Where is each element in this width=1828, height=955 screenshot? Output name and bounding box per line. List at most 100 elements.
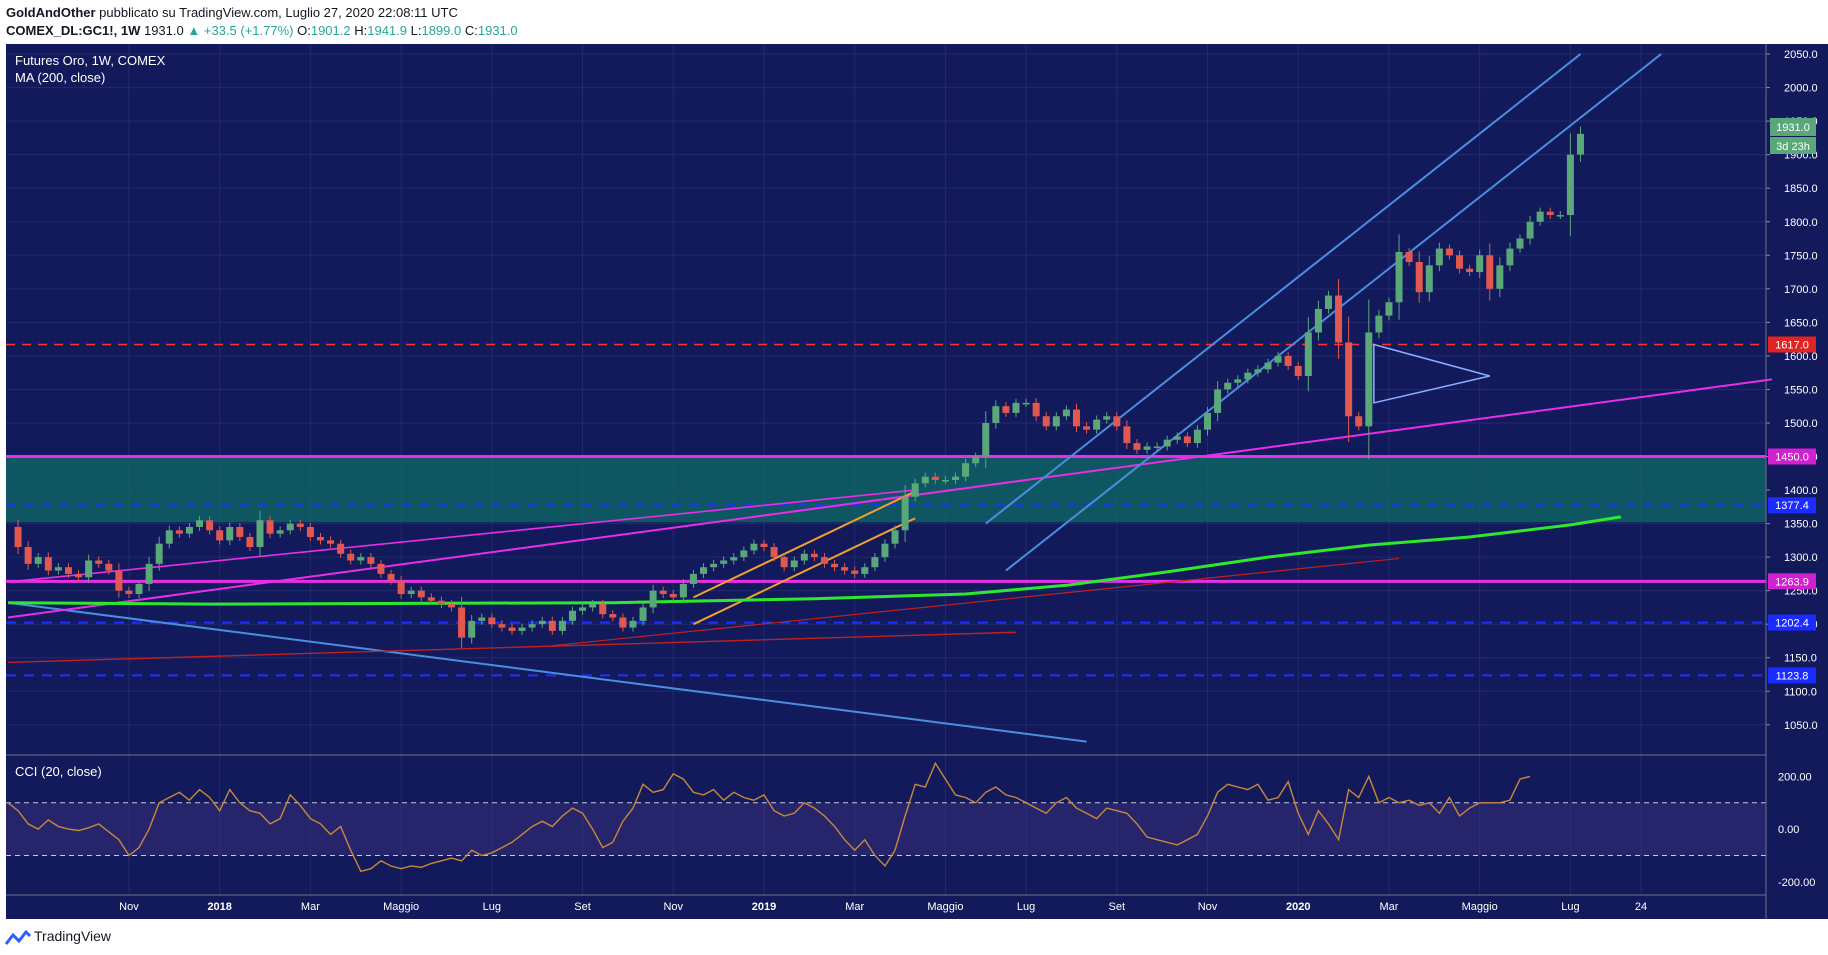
- level-label: 1450.0: [1775, 452, 1809, 464]
- price-tick-label: 1100.0: [1784, 686, 1817, 698]
- candle-body: [1052, 416, 1060, 427]
- candle-body: [1536, 211, 1544, 222]
- candle-body: [1385, 302, 1393, 316]
- candle-body: [1516, 238, 1524, 249]
- candle-body: [931, 476, 939, 480]
- candle-body: [316, 537, 324, 541]
- cci-band: [6, 802, 1766, 856]
- candle-body: [1143, 446, 1151, 450]
- candle-body: [1486, 255, 1494, 289]
- price-tick-label: 1700.0: [1784, 284, 1818, 296]
- level-labels: 1617.0 1450.0 1377.4 1263.9 1202.4 1123.8: [1768, 336, 1816, 684]
- price-tick-label: 1350.0: [1784, 519, 1818, 531]
- price-chart[interactable]: Futures Oro, 1W, COMEX MA (200, close) C…: [0, 0, 1828, 920]
- candle-body: [518, 627, 526, 631]
- candle-body: [488, 617, 496, 625]
- horizontal-levels: [6, 343, 1766, 677]
- countdown-tag: [1770, 137, 1816, 154]
- time-tick-label: 2019: [752, 901, 776, 913]
- candle-body: [1042, 416, 1050, 427]
- time-tick-label: Nov: [1198, 901, 1218, 913]
- candle-body: [1425, 265, 1433, 293]
- price-tick-label: 1800.0: [1784, 217, 1818, 229]
- time-axis[interactable]: Nov 2018 Mar Maggio Lug Set Nov 2019 Mar Maggio Lu…: [119, 901, 1647, 913]
- candle-body: [589, 604, 597, 608]
- candle-body: [105, 563, 113, 571]
- blue-channel-lower[interactable]: [1005, 53, 1662, 572]
- candle-body: [1405, 251, 1413, 262]
- candle-body: [1314, 308, 1322, 333]
- candle-body: [175, 530, 183, 534]
- time-tick-label: Maggio: [1462, 901, 1498, 913]
- price-tick-label: 1650.0: [1784, 317, 1818, 329]
- candle-body: [1214, 389, 1222, 413]
- orange-channel-upper[interactable]: [693, 490, 916, 599]
- magenta-trendline-upper[interactable]: [7, 378, 1773, 619]
- candle-body: [1002, 406, 1010, 413]
- candle-body: [75, 573, 83, 578]
- candle-body: [861, 567, 869, 574]
- cci-line: [7, 761, 1531, 873]
- candle-body: [689, 573, 697, 584]
- candle-body: [1304, 332, 1312, 377]
- candle-body: [34, 557, 42, 564]
- triangle-pattern[interactable]: [1373, 343, 1490, 404]
- candle-body: [1576, 133, 1584, 155]
- low-value: 1899.0: [421, 23, 462, 38]
- open-label: O:: [297, 23, 311, 38]
- ma200-line: [7, 515, 1622, 606]
- cci-axis[interactable]: -200.00 0.00 200.00: [1778, 771, 1815, 888]
- candle-body: [1294, 365, 1302, 377]
- candle-body: [921, 476, 929, 484]
- red-support-trendline[interactable]: [552, 557, 1400, 647]
- candle-body: [95, 560, 103, 564]
- candle-body: [881, 543, 889, 558]
- price-tick-label: 1550.0: [1784, 384, 1818, 396]
- symbol-label[interactable]: COMEX_DL:GC1!, 1W: [6, 23, 141, 38]
- level-tag: [1768, 573, 1816, 590]
- candle-body: [1093, 419, 1101, 430]
- time-tick-label: Mar: [301, 901, 320, 913]
- last-price: 1931.0: [143, 23, 184, 38]
- level-label: 1263.9: [1775, 576, 1809, 588]
- candle-body: [1204, 412, 1212, 430]
- time-tick-label: Mar: [845, 901, 864, 913]
- blue-channel-upper[interactable]: [985, 53, 1582, 525]
- candle-body: [276, 530, 284, 534]
- candle-body: [700, 567, 708, 574]
- candle-body: [841, 567, 849, 571]
- candle-body: [1062, 409, 1070, 417]
- candle-body: [770, 547, 778, 558]
- tradingview-logo-icon[interactable]: [4, 928, 32, 948]
- long-term-downtrend-line[interactable]: [7, 601, 1087, 743]
- candle-body: [649, 590, 657, 608]
- long-red-trendline[interactable]: [7, 631, 1017, 664]
- candle-body: [1415, 261, 1423, 293]
- candle-body: [1183, 436, 1191, 444]
- candle-body: [901, 496, 909, 531]
- candle-body: [629, 620, 637, 628]
- candle-body: [448, 604, 456, 608]
- candle-body: [1264, 362, 1272, 370]
- orange-channel-lower[interactable]: [693, 517, 916, 626]
- candle-body: [498, 624, 506, 628]
- candle-body: [831, 563, 839, 568]
- candle-body: [367, 557, 375, 564]
- candle-body: [579, 607, 587, 611]
- candle-body: [478, 617, 486, 621]
- candle-body: [347, 553, 355, 561]
- candle-body: [710, 563, 718, 568]
- close-value: 1931.0: [477, 23, 518, 38]
- candle-body: [115, 570, 123, 591]
- author-name[interactable]: GoldAndOther: [6, 5, 96, 20]
- candle-body: [941, 479, 949, 482]
- candle-body: [1012, 402, 1020, 413]
- candle-body: [286, 523, 294, 531]
- level-tag: [1768, 336, 1816, 353]
- tradingview-brand[interactable]: TradingView: [34, 928, 112, 944]
- candle-body: [226, 526, 234, 541]
- level-label: 1617.0: [1775, 339, 1809, 351]
- candle-body: [1224, 382, 1232, 390]
- candle-body: [1173, 436, 1181, 440]
- candle-body: [1193, 429, 1201, 444]
